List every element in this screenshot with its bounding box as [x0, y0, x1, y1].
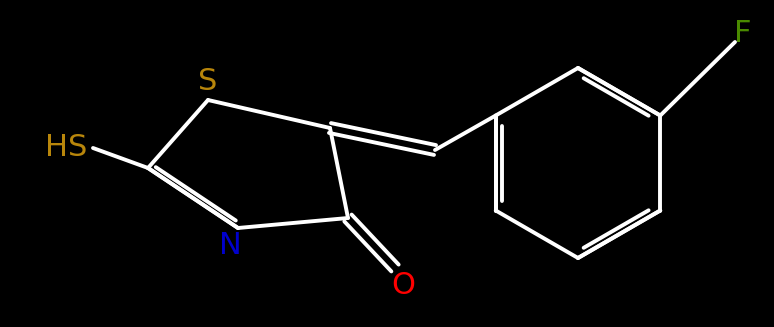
- Text: F: F: [735, 20, 752, 48]
- Text: S: S: [198, 67, 217, 96]
- Text: HS: HS: [45, 133, 87, 163]
- Text: N: N: [218, 232, 241, 261]
- Text: O: O: [391, 271, 415, 301]
